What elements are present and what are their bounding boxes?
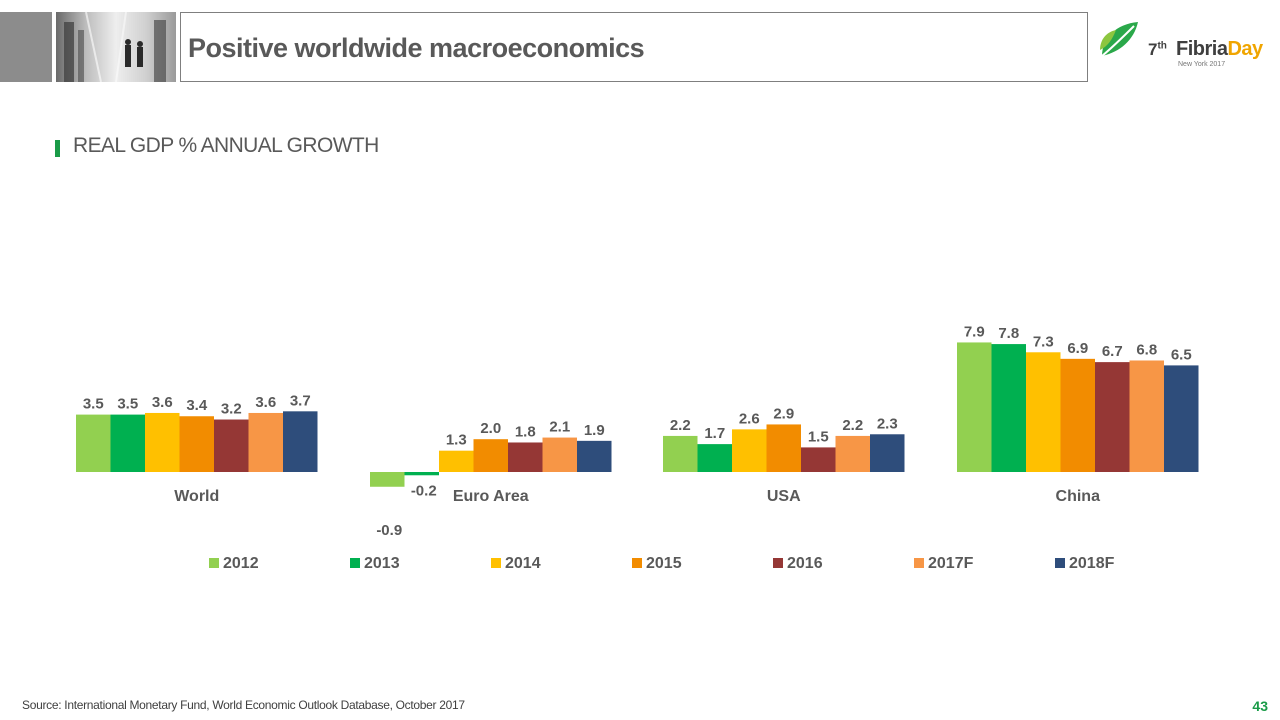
bar-china-2017f <box>1129 360 1164 472</box>
source-note: Source: International Monetary Fund, Wor… <box>22 698 465 712</box>
data-label: 1.8 <box>515 423 536 440</box>
bar-china-2018f <box>1164 365 1199 472</box>
logo-subtitle: New York 2017 <box>1178 61 1226 68</box>
bar-usa-2018f <box>870 434 905 472</box>
category-label: USA <box>767 488 801 505</box>
legend-label: 2014 <box>505 555 541 572</box>
data-label: 3.5 <box>117 396 138 413</box>
legend-label: 2017F <box>928 555 974 572</box>
legend-label: 2015 <box>646 555 682 572</box>
category-label: Euro Area <box>453 488 529 505</box>
bar-china-2012 <box>957 342 992 472</box>
bar-world-2012 <box>76 414 111 472</box>
legend-swatch <box>350 558 360 568</box>
data-label: 6.9 <box>1067 340 1088 357</box>
data-label: 3.4 <box>186 397 208 414</box>
bar-euro-area-2014 <box>439 450 474 472</box>
data-label: 1.3 <box>446 432 467 449</box>
data-label: 2.2 <box>670 417 691 434</box>
section-marker <box>55 140 60 157</box>
data-label: 1.7 <box>704 425 725 442</box>
data-label: 2.1 <box>549 419 570 436</box>
data-label: 2.9 <box>773 405 794 422</box>
bar-china-2013 <box>991 344 1026 472</box>
bar-euro-area-2015 <box>473 439 508 472</box>
page-number: 43 <box>1252 698 1268 714</box>
bar-world-2014 <box>145 412 180 472</box>
bar-world-2015 <box>179 416 214 472</box>
bar-usa-2015 <box>766 424 801 472</box>
logo-name: FibriaDay <box>1176 38 1263 60</box>
data-label: 2.3 <box>877 415 898 432</box>
bar-usa-2017f <box>835 435 870 472</box>
data-label: 3.5 <box>83 396 104 413</box>
legend-label: 2013 <box>364 555 400 572</box>
legend-swatch <box>914 558 924 568</box>
bar-usa-2016 <box>801 447 836 472</box>
bar-world-2018f <box>283 411 318 472</box>
gdp-growth-chart: 3.5 3.5 3.6 3.4 3.2 3.6 3.7 World -0.9 -0.2 1.3 2.0… <box>76 323 1199 572</box>
bar-usa-2013 <box>697 444 732 472</box>
data-label: 6.7 <box>1102 343 1123 360</box>
legend-label: 2012 <box>223 555 259 572</box>
data-label: 2.6 <box>739 410 760 427</box>
bar-euro-area-2012 <box>370 472 405 487</box>
data-label: 7.9 <box>964 323 985 340</box>
section-title: REAL GDP % ANNUAL GROWTH <box>73 134 379 157</box>
fibria-day-logo: 7th FibriaDay New York 2017 <box>1098 20 1268 74</box>
data-label: 7.8 <box>998 325 1019 342</box>
data-label: 3.6 <box>255 394 276 411</box>
header-side-bar <box>0 12 52 82</box>
bar-euro-area-2018f <box>577 440 612 472</box>
data-label: 1.9 <box>584 422 605 439</box>
bar-world-2016 <box>214 419 249 472</box>
bar-world-2013 <box>110 414 145 472</box>
bar-china-2015 <box>1060 358 1095 472</box>
bar-china-2014 <box>1026 352 1061 472</box>
leaf-icon <box>1100 22 1138 57</box>
bar-world-2017f <box>248 412 283 472</box>
bar-euro-area-2013 <box>404 472 439 476</box>
data-label: 2.0 <box>480 420 501 437</box>
title-box: Positive worldwide macroeconomics <box>180 12 1088 82</box>
bar-euro-area-2016 <box>508 442 543 472</box>
logo-edition: 7th <box>1148 40 1167 59</box>
data-label: 1.5 <box>808 428 829 445</box>
legend-swatch <box>1055 558 1065 568</box>
data-label: 7.3 <box>1033 333 1054 350</box>
bar-china-2016 <box>1095 362 1130 472</box>
category-label: China <box>1056 488 1101 505</box>
legend-swatch <box>632 558 642 568</box>
legend-swatch <box>491 558 501 568</box>
data-label: 3.2 <box>221 401 242 418</box>
category-label: World <box>174 488 219 505</box>
legend-swatch <box>773 558 783 568</box>
legend-label: 2016 <box>787 555 823 572</box>
bar-euro-area-2017f <box>542 437 577 472</box>
data-label: 6.8 <box>1136 341 1157 358</box>
page-title: Positive worldwide macroeconomics <box>188 33 645 63</box>
data-label: 3.6 <box>152 394 173 411</box>
data-label: 3.7 <box>290 392 311 409</box>
bar-usa-2012 <box>663 435 698 472</box>
data-label: 2.2 <box>842 417 863 434</box>
data-label: 6.5 <box>1171 346 1192 363</box>
legend-label: 2018F <box>1069 555 1115 572</box>
data-label: -0.2 <box>411 482 437 499</box>
bar-usa-2014 <box>732 429 767 472</box>
data-label: -0.9 <box>376 522 402 539</box>
legend-swatch <box>209 558 219 568</box>
header-photo <box>56 12 176 82</box>
